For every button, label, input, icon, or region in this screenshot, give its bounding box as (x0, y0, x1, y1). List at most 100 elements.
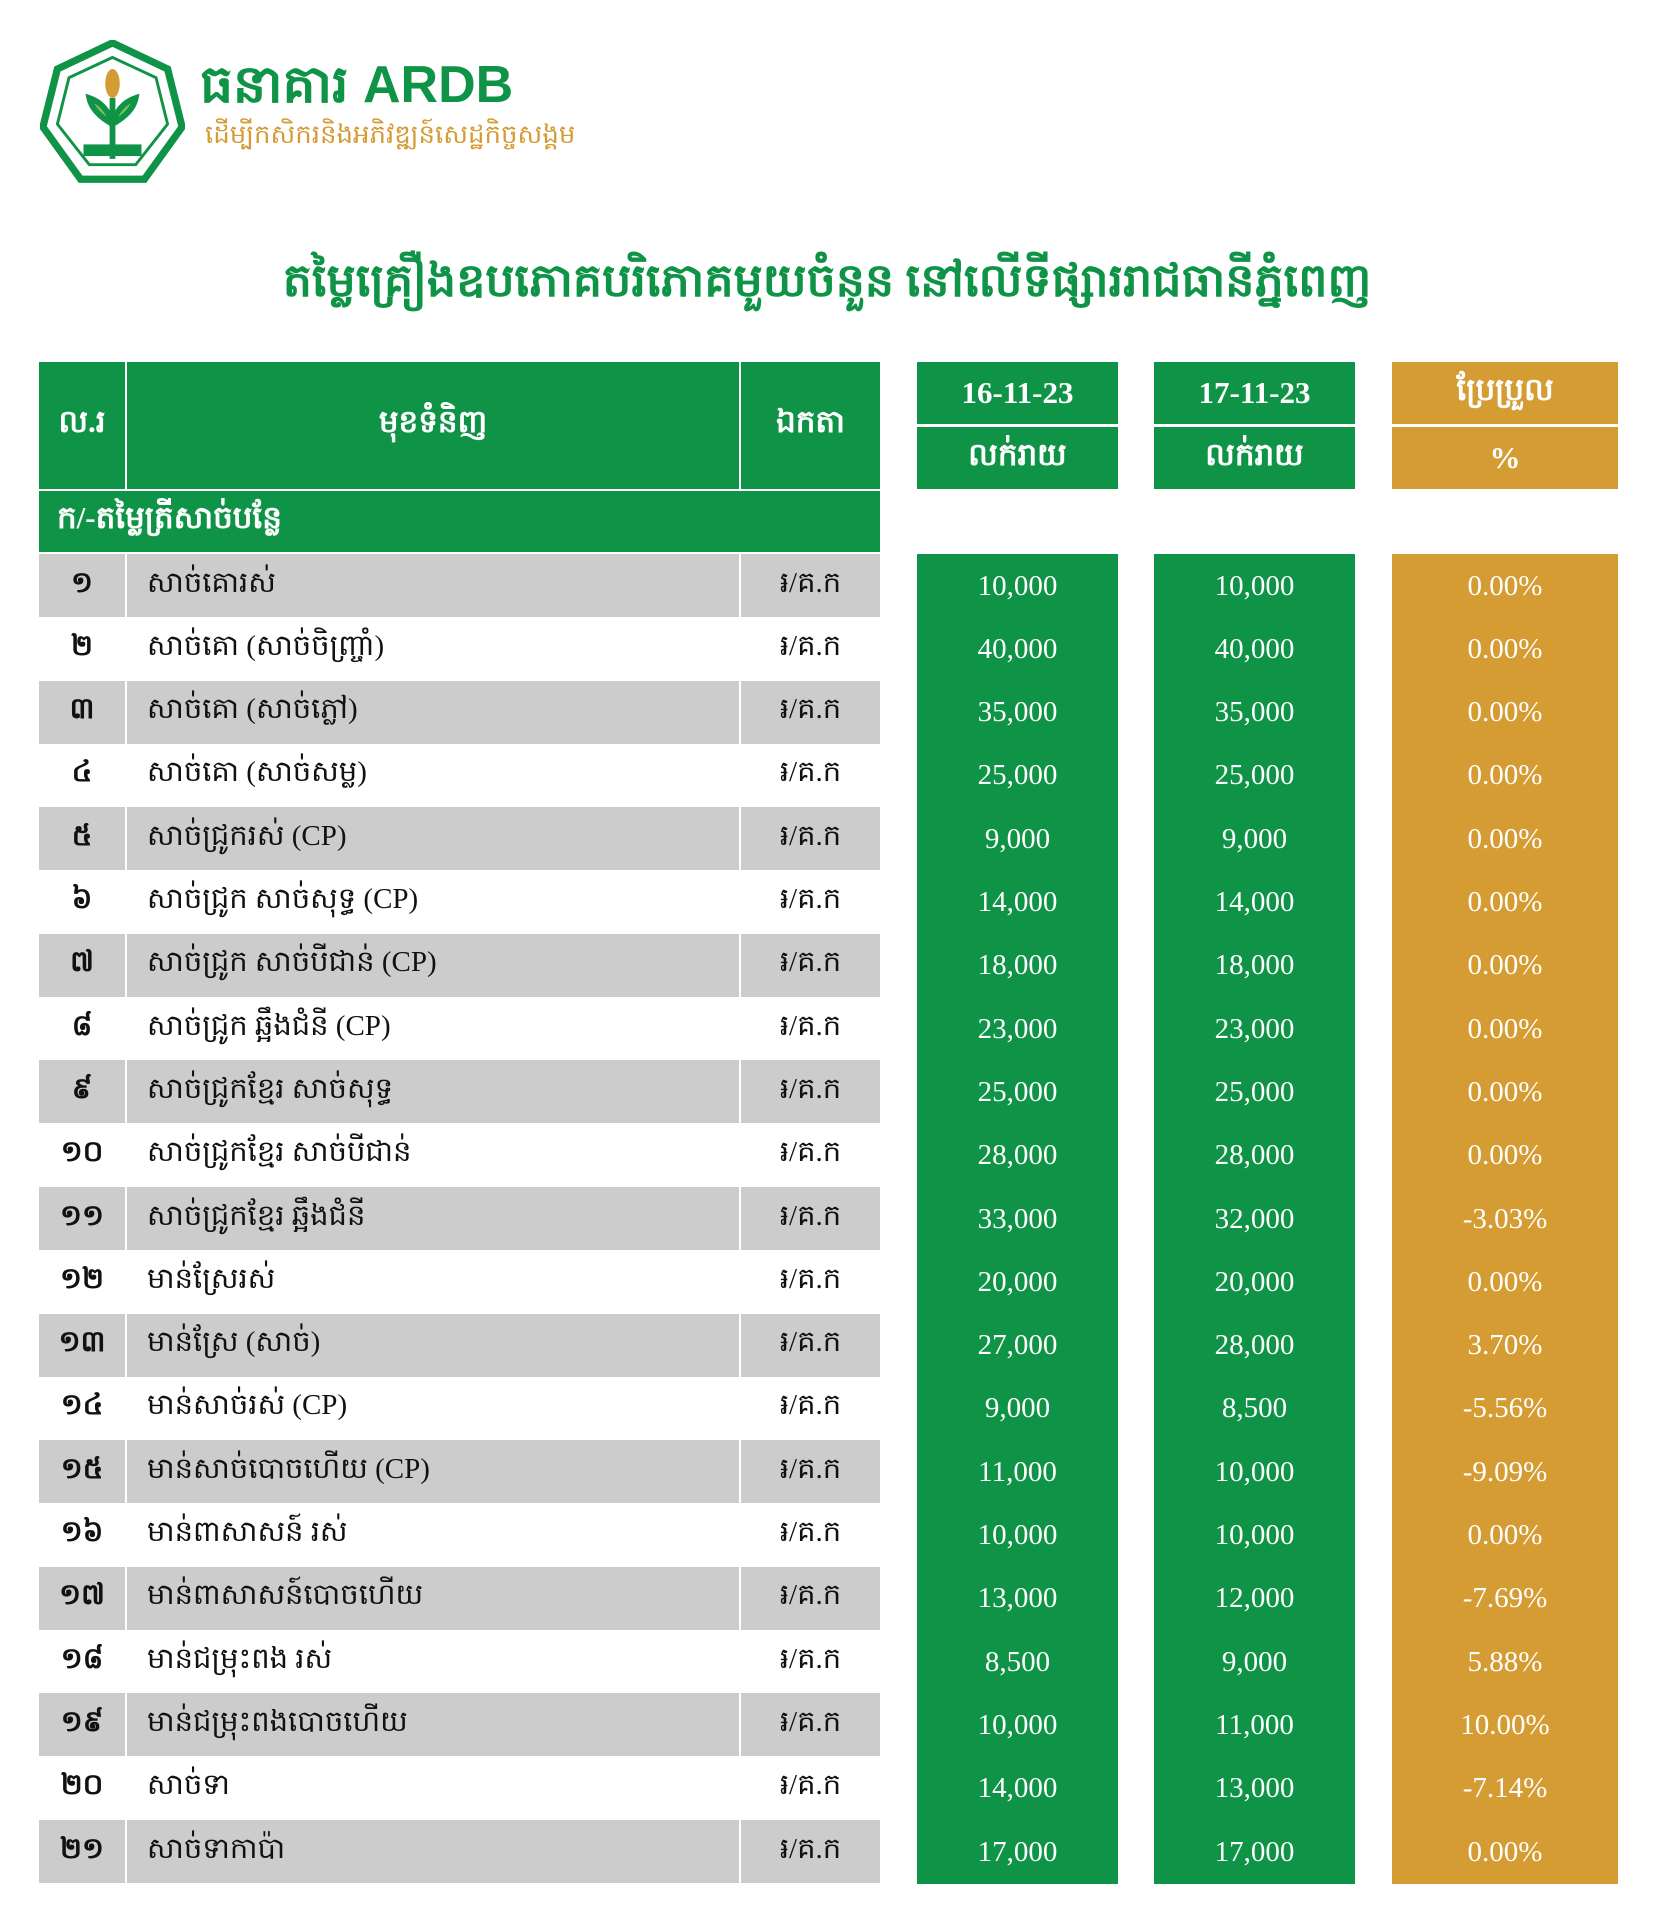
table-row: ១៣ មាន់ស្រែ (សាច់) ៛/គ.ក (39, 1313, 880, 1377)
row-price-date2: 25,000 (1154, 1060, 1355, 1125)
header-price2: លក់រាយ (1154, 427, 1355, 489)
table-row: ៩ សាច់ជ្រូកខ្មែរ សាច់សុទ្ធ ៛/គ.ក (39, 1060, 880, 1124)
row-item: សាច់ជ្រូក សាច់បីជាន់ (CP) (147, 946, 437, 979)
row-item: សាច់ជ្រូកខ្មែរ សាច់បីជាន់ (147, 1136, 412, 1169)
row-change-pct: 3.70% (1392, 1313, 1618, 1378)
row-change-pct: 0.00% (1392, 554, 1618, 618)
row-unit: ៛/គ.ក (779, 1579, 842, 1612)
row-no: ១៨ (60, 1642, 104, 1675)
row-price-date2: 35,000 (1154, 680, 1355, 745)
row-price-date1: 35,000 (917, 680, 1118, 745)
row-no: ៦ (71, 883, 93, 915)
row-no: ១៥ (60, 1452, 104, 1485)
row-unit: ៛/គ.ក (779, 1452, 842, 1485)
row-price-date2: 10,000 (1154, 554, 1355, 618)
row-change-pct: 0.00% (1392, 1820, 1618, 1884)
row-unit: ៛/គ.ក (779, 693, 842, 726)
table-row: ៦ សាច់ជ្រូក សាច់សុទ្ធ (CP) ៛/គ.ក (39, 870, 880, 934)
row-item: មាន់ជម្រុះពងបោចហើយ (147, 1705, 408, 1738)
row-change-pct: -3.03% (1392, 1187, 1618, 1251)
row-item: មាន់ស្រែ (សាច់) (147, 1326, 321, 1359)
row-unit: ៛/គ.ក (779, 629, 842, 662)
row-unit: ៛/គ.ក (779, 1642, 842, 1675)
row-unit: ៛/គ.ក (779, 946, 842, 979)
section-header: ក/-តម្លៃត្រីសាច់បន្លែ (39, 491, 880, 552)
row-item: សាច់ជ្រូក សាច់សុទ្ធ (CP) (147, 883, 419, 915)
row-item: មាន់ជម្រុះពង រស់ (147, 1642, 333, 1675)
row-item: សាច់ទាកាប៉ា (147, 1832, 286, 1865)
row-price-date1: 28,000 (917, 1123, 1118, 1188)
row-unit: ៛/គ.ក (779, 1262, 842, 1295)
header-change: ប្រែប្រួល (1392, 362, 1618, 424)
row-no: ៥ (71, 819, 93, 852)
row-change-pct: 0.00% (1392, 1060, 1618, 1125)
row-unit: ៛/គ.ក (779, 1136, 842, 1169)
row-unit: ៛/គ.ក (779, 819, 842, 852)
row-item: សាច់ជ្រូកខ្មែរ ឆ្អឹងជំនី (147, 1199, 366, 1232)
row-price-date1: 17,000 (917, 1820, 1118, 1884)
row-item: សាច់ជ្រូកខ្មែរ សាច់សុទ្ធ (147, 1072, 393, 1105)
row-change-pct: -7.69% (1392, 1566, 1618, 1631)
header-item: មុខទំនិញ (127, 362, 739, 489)
row-price-date2: 40,000 (1154, 617, 1355, 682)
row-no: ១ (71, 566, 93, 599)
row-price-date1: 8,500 (917, 1630, 1118, 1695)
table-row: ៨ សាច់ជ្រូក ឆ្អឹងជំនី (CP) ៛/គ.ក (39, 997, 880, 1061)
row-price-date2: 14,000 (1154, 870, 1355, 935)
row-no: ៤ (71, 756, 93, 789)
row-change-pct: 0.00% (1392, 743, 1618, 808)
row-change-pct: -5.56% (1392, 1376, 1618, 1441)
table-row: ១៨ មាន់ជម្រុះពង រស់ ៛/គ.ក (39, 1630, 880, 1694)
row-price-date1: 10,000 (917, 1503, 1118, 1568)
table-row: ១១ សាច់ជ្រូកខ្មែរ ឆ្អឹងជំនី ៛/គ.ក (39, 1187, 880, 1250)
header-no: ល.រ (39, 362, 125, 489)
row-no: ១៩ (60, 1705, 104, 1738)
row-item: សាច់ទា (147, 1769, 230, 1802)
row-price-date1: 25,000 (917, 1060, 1118, 1125)
row-price-date1: 10,000 (917, 1693, 1118, 1758)
row-no: ១៤ (60, 1389, 104, 1422)
row-item: សាច់គោ (សាច់សម្ល) (147, 756, 367, 789)
table-row: ៣ សាច់គោ (សាច់ភ្លៅ) ៛/គ.ក (39, 680, 880, 744)
row-price-date2: 8,500 (1154, 1376, 1355, 1441)
row-price-date2: 23,000 (1154, 997, 1355, 1062)
row-change-pct: 0.00% (1392, 933, 1618, 998)
row-price-date2: 25,000 (1154, 743, 1355, 808)
row-change-pct: 5.88% (1392, 1630, 1618, 1695)
header-date2: 17-11-23 (1154, 362, 1355, 424)
table-row: ៧ សាច់ជ្រូក សាច់បីជាន់ (CP) ៛/គ.ក (39, 933, 880, 997)
row-price-date2: 10,000 (1154, 1440, 1355, 1505)
row-no: ៣ (69, 693, 95, 726)
row-no: ១៦ (60, 1516, 104, 1548)
page-title: តម្លៃគ្រឿងឧបភោគបរិភោគមួយចំនួន នៅលើទីផ្សា… (282, 255, 1372, 306)
row-item: មាន់សាច់បោចហើយ (CP) (147, 1452, 430, 1485)
row-price-date1: 25,000 (917, 743, 1118, 808)
row-change-pct: 0.00% (1392, 680, 1618, 745)
row-price-date2: 11,000 (1154, 1693, 1355, 1758)
row-change-pct: -9.09% (1392, 1440, 1618, 1505)
header-date1: 16-11-23 (917, 362, 1118, 424)
row-price-date1: 9,000 (917, 807, 1118, 872)
row-change-pct: 0.00% (1392, 1123, 1618, 1188)
table-row: ១០ សាច់ជ្រូកខ្មែរ សាច់បីជាន់ ៛/គ.ក (39, 1123, 880, 1187)
row-change-pct: 0.00% (1392, 870, 1618, 935)
row-price-date2: 18,000 (1154, 933, 1355, 998)
row-no: ២ (71, 629, 93, 662)
row-price-date2: 9,000 (1154, 1630, 1355, 1695)
table-row: ១៧ មាន់ពាសាសន៍បោចហើយ ៛/គ.ក (39, 1566, 880, 1630)
row-unit: ៛/គ.ក (779, 1705, 842, 1738)
row-price-date1: 11,000 (917, 1440, 1118, 1505)
row-price-date2: 28,000 (1154, 1313, 1355, 1378)
row-price-date2: 28,000 (1154, 1123, 1355, 1188)
row-price-date1: 9,000 (917, 1376, 1118, 1441)
table-row: ១៩ មាន់ជម្រុះពងបោចហើយ ៛/គ.ក (39, 1693, 880, 1757)
row-no: ៩ (71, 1072, 93, 1105)
row-change-pct: 10.00% (1392, 1693, 1618, 1758)
row-unit: ៛/គ.ក (779, 1769, 842, 1802)
row-price-date2: 9,000 (1154, 807, 1355, 872)
row-price-date1: 18,000 (917, 933, 1118, 998)
row-price-date1: 13,000 (917, 1566, 1118, 1631)
table-row: ១ សាច់គោរស់ ៛/គ.ក (39, 554, 880, 617)
table-row: ១៦ មាន់ពាសាសន៍ រស់ ៛/គ.ក (39, 1503, 880, 1567)
table-row: ៤ សាច់គោ (សាច់សម្ល) ៛/គ.ក (39, 743, 880, 807)
